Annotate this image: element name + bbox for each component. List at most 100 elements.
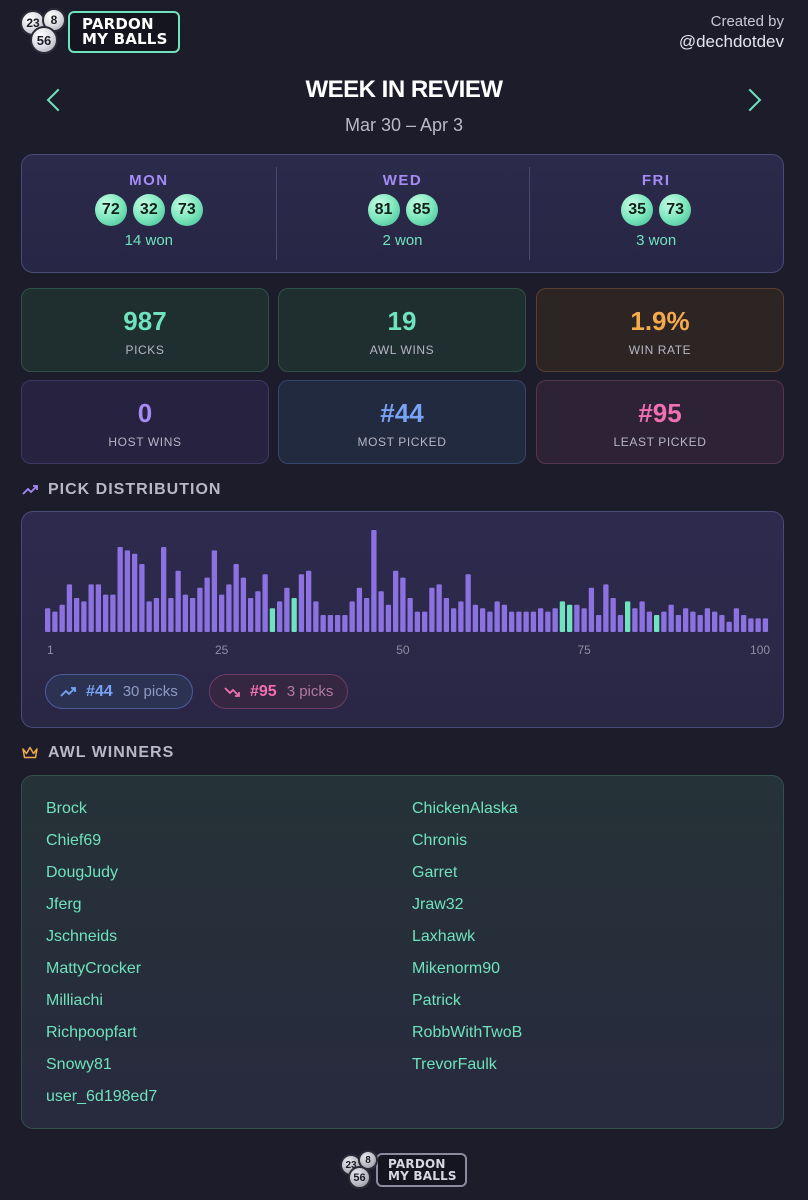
- bar-1: [45, 608, 51, 632]
- bar-96: [733, 608, 740, 632]
- bar-26: [226, 584, 232, 632]
- bar-100: [762, 618, 769, 632]
- trending-up-icon: [60, 686, 76, 697]
- bar-62: [487, 611, 493, 632]
- pill-count: 30 picks: [122, 683, 178, 700]
- winner-name: Jferg: [46, 896, 82, 913]
- bar-5: [74, 598, 80, 632]
- logo-wordmark: PARDON MY BALLS: [376, 1153, 467, 1187]
- bar-16: [153, 598, 160, 632]
- stat-value: 987: [123, 306, 167, 336]
- bar-6: [81, 601, 87, 632]
- logo-wordmark: PARDON MY BALLS: [68, 11, 180, 53]
- stat-label: WIN RATE: [628, 343, 692, 357]
- bar-66: [516, 611, 522, 632]
- date-range: Mar 30 – Apr 3: [344, 115, 464, 135]
- bar-82: [632, 608, 638, 632]
- bar-63: [494, 601, 500, 632]
- stat-value: 1.9%: [630, 306, 690, 336]
- x-tick-label: 100: [750, 643, 770, 657]
- x-tick-label: 75: [577, 643, 591, 657]
- bar-46: [371, 530, 377, 632]
- bar-74: [574, 604, 580, 632]
- bar-25: [219, 594, 225, 632]
- bar-80: [617, 615, 624, 632]
- bar-61: [480, 608, 486, 632]
- bar-13: [132, 553, 138, 632]
- bar-40: [327, 615, 334, 632]
- pick-distribution-panel: 1 25 50 75 100 #44 30 picks #95 3 picks: [21, 511, 784, 728]
- stat-value: 0: [137, 398, 153, 428]
- bar-47: [378, 591, 384, 632]
- bar-70: [545, 611, 551, 632]
- stat-value: #95: [638, 398, 682, 428]
- bar-93: [712, 611, 718, 632]
- bar-53: [422, 611, 428, 632]
- section-title: PICK DISTRIBUTION: [48, 481, 222, 498]
- day-name: FRI: [641, 172, 671, 189]
- least-picked-pill: #95 3 picks: [209, 674, 349, 709]
- logo-line-2: MY BALLS: [388, 1169, 457, 1183]
- bar-90: [690, 611, 696, 632]
- bar-87: [668, 604, 674, 632]
- winner-name: Jschneids: [46, 928, 118, 945]
- day-mon: MON 72 32 73 14 won: [22, 155, 276, 272]
- page-title: WEEK IN REVIEW: [305, 76, 503, 103]
- logo-ball: 56: [348, 1166, 371, 1189]
- brand-logo: 23 8 56 PARDON MY BALLS: [20, 8, 180, 56]
- bar-drawn-32: [269, 608, 276, 632]
- winner-name: user_6d198ed7: [46, 1088, 158, 1105]
- credit-label: Created by: [710, 13, 784, 30]
- bar-98: [748, 618, 754, 632]
- day-fri: FRI 35 73 3 won: [529, 155, 783, 272]
- drawn-ball: 73: [170, 194, 203, 226]
- logo-ball: 23: [20, 10, 46, 36]
- bar-29: [248, 598, 254, 632]
- crown-icon: [22, 746, 38, 759]
- winner-name: Laxhawk: [412, 928, 476, 945]
- drawn-balls: 35 73: [529, 194, 783, 226]
- bar-36: [298, 574, 305, 632]
- bar-99: [755, 618, 761, 632]
- bar-48: [385, 604, 392, 632]
- bar-91: [697, 615, 703, 632]
- bar-59: [465, 574, 471, 632]
- bar-21: [190, 598, 196, 632]
- winner-name: Milliachi: [46, 992, 103, 1009]
- bar-94: [719, 615, 725, 632]
- bar-38: [313, 601, 319, 632]
- bar-56: [443, 598, 450, 632]
- bar-8: [95, 584, 102, 632]
- x-tick-label: 50: [396, 643, 410, 657]
- bar-86: [661, 611, 667, 632]
- logo-balls: 23 8 56: [20, 8, 76, 56]
- stat-value: 19: [387, 306, 417, 336]
- bar-75: [581, 608, 587, 632]
- bar-drawn-85: [654, 615, 660, 632]
- logo-line-1: PARDON: [388, 1157, 446, 1171]
- bar-67: [523, 611, 529, 632]
- section-title: AWL WINNERS: [48, 744, 175, 761]
- bar-49: [393, 570, 399, 632]
- x-tick-label: 25: [215, 643, 229, 657]
- winner-name: Richpoopfart: [46, 1024, 137, 1041]
- winner-name: RobbWithTwoB: [412, 1024, 523, 1041]
- bar-drawn-73: [567, 604, 573, 632]
- bar-31: [262, 574, 268, 632]
- bar-24: [211, 550, 218, 632]
- bar-37: [306, 570, 312, 632]
- pill-number: #44: [86, 682, 113, 700]
- winner-name: Patrick: [412, 992, 461, 1009]
- logo-line-2: MY BALLS: [82, 30, 168, 48]
- bar-20: [182, 594, 189, 632]
- winner-name: Chronis: [412, 832, 468, 849]
- bar-23: [204, 577, 210, 632]
- drawn-balls: 81 85: [276, 194, 530, 226]
- stat-most-picked: #44 MOST PICKED: [278, 380, 526, 464]
- day-won-count: 2 won: [382, 232, 423, 249]
- stat-picks: 987 PICKS: [21, 288, 269, 372]
- bar-39: [320, 615, 326, 632]
- winners-column-1: Brock Chief69 DougJudy Jferg Jschneids MattyC…: [46, 798, 157, 1118]
- bar-58: [458, 601, 464, 632]
- credit-handle[interactable]: @dechdotdev: [678, 32, 784, 51]
